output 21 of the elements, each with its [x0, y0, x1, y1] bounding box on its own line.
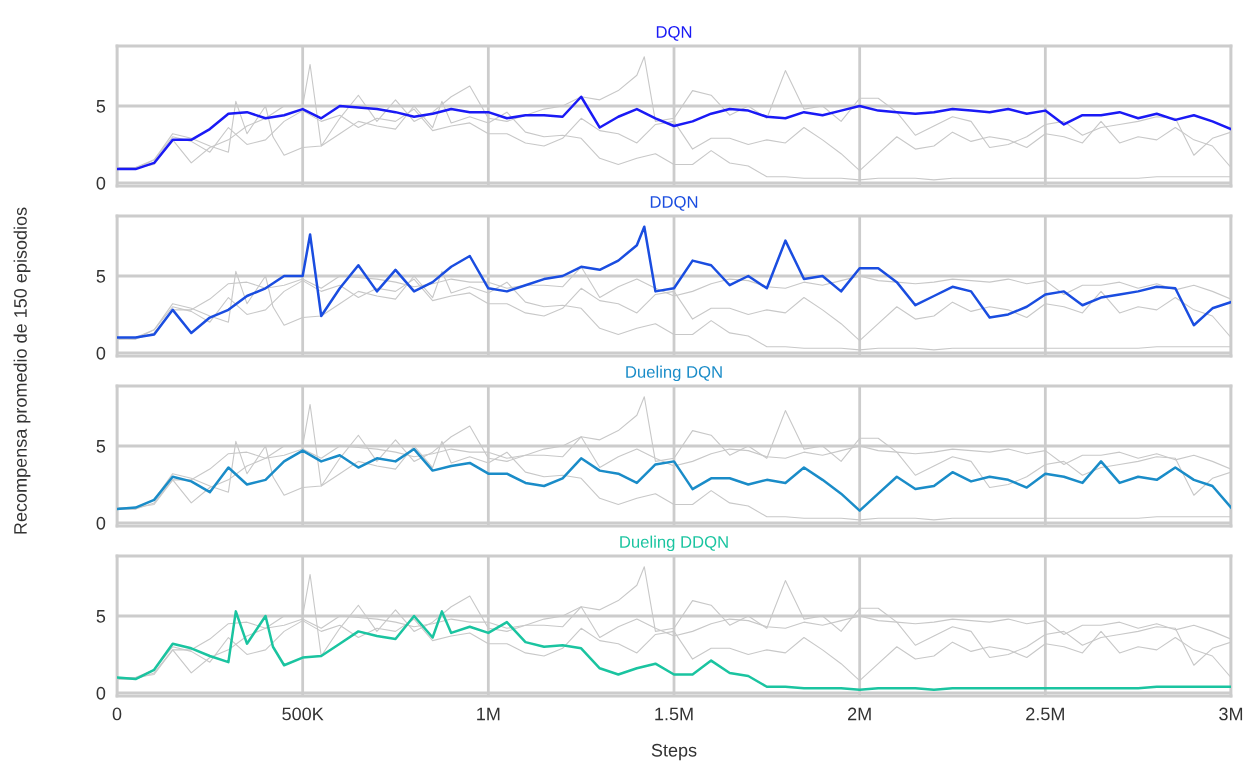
- series-label: DDQN: [650, 196, 698, 211]
- x-axis-title: Steps: [651, 743, 697, 761]
- x-tick-label: 2M: [848, 707, 871, 721]
- y-tick-label: 0: [96, 176, 106, 190]
- x-tick-label: 1.5M: [655, 707, 693, 721]
- y-tick-label: 0: [96, 346, 106, 360]
- y-tick-label: 5: [96, 440, 106, 453]
- y-axis-title: Recompensa promedio de 150 episodios: [13, 207, 31, 534]
- x-tick-label: 0: [112, 707, 122, 721]
- y-tick-label: 0: [96, 516, 106, 530]
- x-tick-label: 3M: [1219, 707, 1243, 721]
- text: Dueling DDQN: [620, 535, 728, 552]
- y-tick-label: 5: [96, 270, 106, 283]
- x-tick-label: 2.5M: [1026, 707, 1064, 721]
- y-tick-label: 5: [96, 610, 106, 623]
- x-tick-label: 500K: [282, 707, 324, 721]
- text: Dueling DQN: [626, 365, 722, 382]
- text: DQN: [656, 26, 692, 41]
- x-tick-label: 1M: [477, 707, 500, 721]
- y-tick-label: 0: [96, 686, 106, 700]
- y-tick-label: 5: [96, 100, 106, 113]
